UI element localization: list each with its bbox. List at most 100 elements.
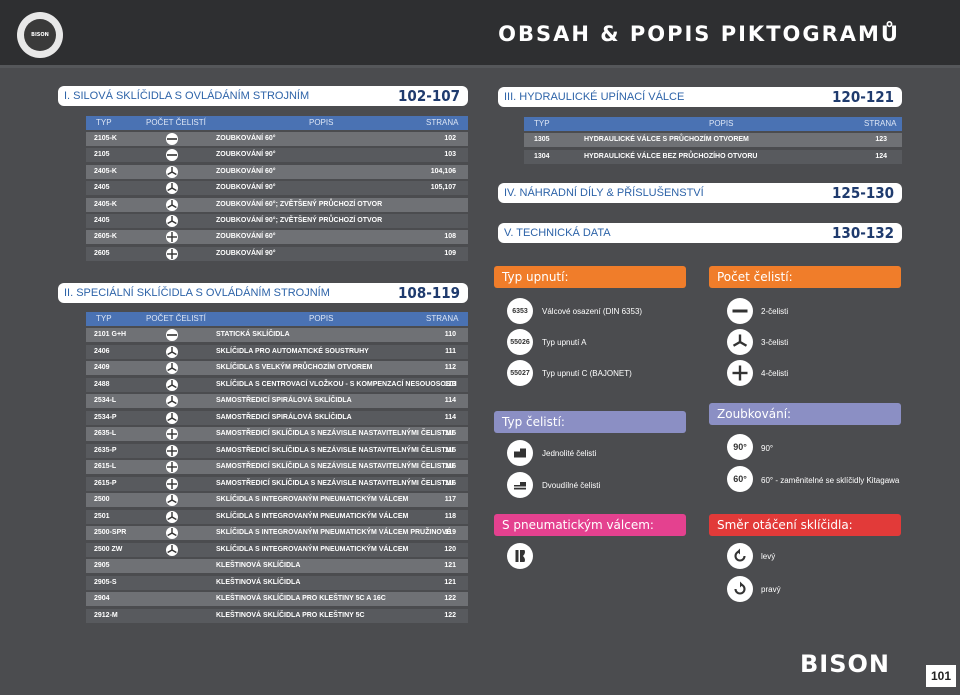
cell-strana: 110 [444,331,456,338]
cell-typ: 2406 [94,347,110,355]
table-row: 2500 ZW SKLÍČIDLA S INTEGROVANÝM PNEUMATI… [86,542,468,557]
3-jaw-icon [166,411,178,424]
cell-strana: 123 [875,136,887,143]
3-jaw-icon [166,182,178,195]
table-row: 2406 SKLÍČIDLA PRO AUTOMATICKÉ SOUSTRUHY 1… [86,344,468,359]
cell-strana: 115 [444,430,456,437]
cell-strana: 116 [444,463,456,470]
cell-popis: ZOUBKOVÁNÍ 60° [216,135,276,142]
3-jaw-icon [727,329,753,355]
cell-typ: 2105-K [94,135,117,142]
legend-label: Typ upnutí A [542,338,587,347]
cell-popis: SAMOSTŘEDICÍ SPIRÁLOVÁ SKLÍČIDLA [216,413,352,421]
table-row: 2534-L SAMOSTŘEDICÍ SPIRÁLOVÁ SKLÍČIDLA 11… [86,394,468,408]
cell-strana: 124 [875,153,887,160]
cell-strana: 109 [444,249,456,257]
cell-popis: ZOUBKOVÁNÍ 60° [216,233,276,241]
cell-popis: SKLÍČIDLA S VELKÝM PRŮCHOZÍM OTVOREM [216,364,373,371]
column-header: POČET ČELISTÍ [146,314,206,323]
column-header: STRANA [864,119,897,128]
3-jaw-icon [166,378,178,391]
table-row: 2105-K ZOUBKOVÁNÍ 60° 102 [86,132,468,146]
legend-smer-header: Směr otáčení sklíčidla: [709,514,901,536]
cell-typ: 2405 [94,217,110,224]
cell-strana: 121 [444,562,456,569]
legend-zoubkovani-header: Zoubkování: [709,403,901,425]
legend-label: 2-čelisti [761,307,789,316]
cell-strana: 117 [444,496,456,503]
cell-strana: 120 [444,545,456,553]
cell-strana: 114 [444,397,456,404]
column-header: STRANA [426,118,459,127]
cell-typ: 1304 [534,153,550,160]
legend-label: Jednolité čelisti [542,449,597,458]
cell-typ: 1305 [534,136,550,143]
legend-label: Dvoudílné čelisti [542,481,601,490]
legend-label: Válcové osazení (DIN 6353) [542,307,643,316]
cell-typ: 2500 [94,496,110,503]
cell-typ: 2409 [94,364,110,371]
cell-typ: 2405-K [94,167,117,175]
table-row: 2912-M KLEŠTINOVÁ SKLÍČIDLA PRO KLEŠTINY … [86,608,468,623]
4-jaw-icon [166,444,178,457]
cell-popis: KLEŠTINOVÁ SKLÍČIDLA [216,578,301,586]
cell-typ: 2904 [94,595,110,602]
cell-popis: SAMOSTŘEDICÍ SKLÍČIDLA S NEZÁVISLE NASTA… [216,463,454,470]
cell-strana: 111 [445,347,456,355]
cell-strana: 103 [444,151,456,159]
cell-popis: SKLÍČIDLA S CENTROVACÍ VLOŽKOU - S KOMPE… [216,380,457,388]
cell-typ: 2500 ZW [94,545,123,553]
solid-jaw-icon [507,440,533,466]
cell-typ: 2615-L [94,463,117,470]
legend-label: levý [761,552,776,561]
cell-strana: 118 [444,512,456,520]
section-4-range: 125-130 [832,184,894,202]
page-number: 101 [926,665,956,687]
cell-strana: 105,107 [430,184,456,192]
table-row: 1304 HYDRAULICKÉ VÁLCE BEZ PRŮCHOZÍHO OTV… [524,150,902,164]
serration-90-badge: 90° [727,434,753,460]
cell-popis: SAMOSTŘEDICÍ SPIRÁLOVÁ SKLÍČIDLA [216,397,352,404]
table-row: 2615-P SAMOSTŘEDICÍ SKLÍČIDLA S NEZÁVISLE… [86,476,468,491]
column-header: STRANA [426,314,459,323]
section-2-header: II. SPECIÁLNÍ SKLÍČIDLA S OVLÁDÁNÍM STRO… [58,283,468,303]
cell-typ: 2912-M [94,611,118,619]
table-row: 2635-L SAMOSTŘEDICÍ SKLÍČIDLA S NEZÁVISLE… [86,427,468,441]
cell-typ: 2635-P [94,446,117,454]
cell-strana: 122 [444,611,456,619]
cell-typ: 2605 [94,249,110,257]
column-header: POPIS [309,118,334,127]
cell-popis: ZOUBKOVÁNÍ 90° [216,184,276,192]
section-1-title: I. SILOVÁ SKLÍČIDLA S OVLÁDÁNÍM STROJNÍM [64,90,310,102]
cell-strana: 115 [444,446,456,454]
table-row: 2105 ZOUBKOVÁNÍ 90° 103 [86,148,468,163]
cell-popis: ZOUBKOVÁNÍ 90°; ZVĚTŠENÝ PRŮCHOZÍ OTVOR [216,217,383,224]
legend-pocet-celisti-header: Počet čelistí: [709,266,901,288]
cell-typ: 2905-S [94,578,117,586]
3-jaw-icon [166,362,178,374]
legend-typ-upnuti-header: Typ upnutí: [494,266,686,288]
cell-popis: SAMOSTŘEDICÍ SKLÍČIDLA S NEZÁVISLE NASTA… [216,446,454,454]
table-row: 1305 HYDRAULICKÉ VÁLCE S PRŮCHOZÍM OTVORE… [524,133,902,147]
section-5-title: V. TECHNICKÁ DATA [504,227,611,239]
bison-brand-logo: BISON [800,650,890,678]
table-row: 2605-K ZOUBKOVÁNÍ 60° 108 [86,230,468,245]
cell-strana: 122 [444,595,456,602]
cell-strana: 119 [444,529,456,536]
cell-popis: ZOUBKOVÁNÍ 90° [216,151,276,159]
section-5-header: V. TECHNICKÁ DATA 130-132 [498,223,902,243]
table-row: 2405 ZOUBKOVÁNÍ 90°; ZVĚTŠENÝ PRŮCHOZÍ OT… [86,214,468,228]
cell-typ: 2534-P [94,413,117,421]
3-jaw-icon [166,198,178,211]
cell-popis: ZOUBKOVÁNÍ 90° [216,249,276,257]
cell-popis: SKLÍČIDLA S INTEGROVANÝM PNEUMATICKÝM VÁ… [216,496,409,503]
column-header: POPIS [709,119,734,128]
cell-popis: SAMOSTŘEDICÍ SKLÍČIDLA S NEZÁVISLE NASTA… [216,479,454,487]
two-part-jaw-icon [507,472,533,498]
table-row: 2904 KLEŠTINOVÁ SKLÍČIDLA PRO KLEŠTINY 5C… [86,592,468,606]
column-header: TYP [96,118,112,127]
3-jaw-icon [166,510,178,523]
table-row: 2501 SKLÍČIDLA S INTEGROVANÝM PNEUMATICKÝ… [86,509,468,524]
table-row: 2488 SKLÍČIDLA S CENTROVACÍ VLOŽKOU - S K… [86,377,468,392]
legend-label: 60° - zaměnitelné se sklíčidly Kitagawa [761,476,900,485]
